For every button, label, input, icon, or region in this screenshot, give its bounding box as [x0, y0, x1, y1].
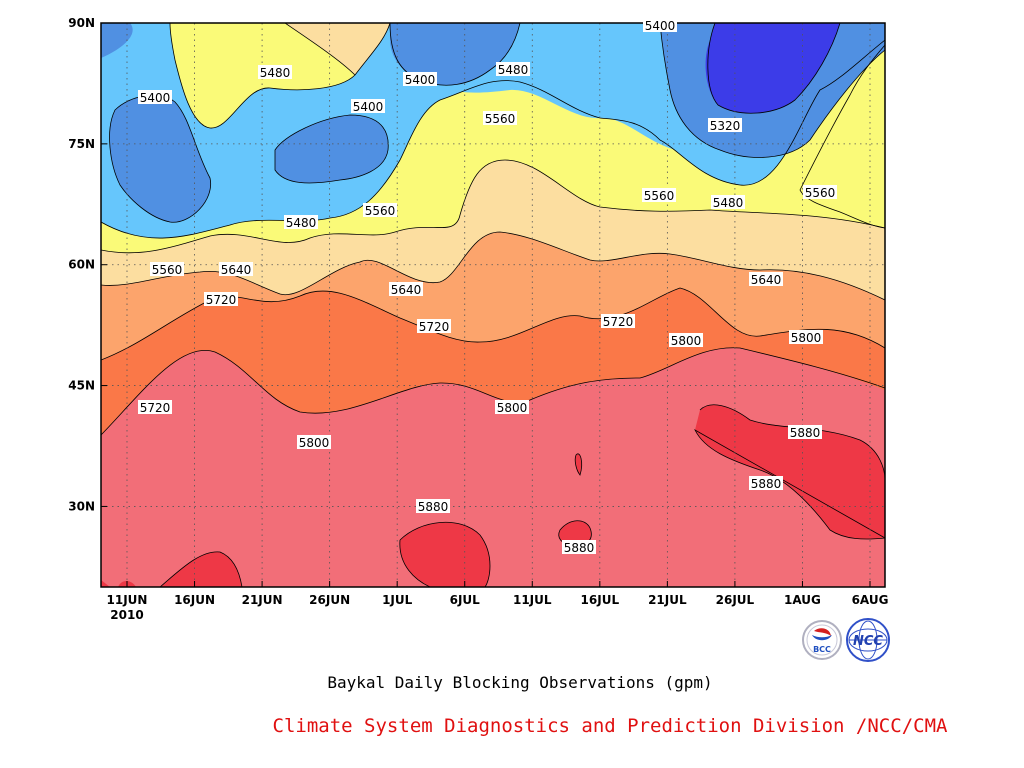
x-tick-label: 26JUN	[309, 593, 350, 607]
y-tick-label: 30N	[68, 499, 95, 513]
contour-label-text: 5800	[791, 331, 822, 345]
contour-label: 5800	[669, 333, 703, 348]
contour-label: 5720	[204, 292, 238, 307]
contour-label: 5560	[803, 185, 837, 200]
contour-label: 5640	[389, 282, 423, 297]
contour-label: 5800	[789, 330, 823, 345]
contour-label: 5880	[562, 540, 596, 555]
contour-label-text: 5880	[751, 477, 782, 491]
x-tick-label: 6AUG	[852, 593, 889, 607]
contour-label: 5640	[749, 272, 783, 287]
contour-label: 5560	[363, 203, 397, 218]
x-tick-label: 11JUL	[513, 593, 552, 607]
contour-label-text: 5880	[564, 541, 595, 555]
contour-label-text: 5400	[405, 73, 436, 87]
chart-title: Baykal Daily Blocking Observations (gpm)	[327, 673, 712, 692]
contour-label-text: 5640	[221, 263, 252, 277]
ncc-logo-text: NCC	[853, 634, 883, 649]
credit-line: Climate System Diagnostics and Predictio…	[273, 715, 948, 737]
contour-label: 5400	[403, 72, 437, 87]
contour-label: 5720	[601, 314, 635, 329]
contour-label: 5720	[138, 400, 172, 415]
contour-label: 5720	[417, 319, 451, 334]
contour-label-text: 5560	[644, 189, 675, 203]
ncc-logo: NCC	[846, 618, 890, 662]
y-tick-label: 90N	[68, 16, 95, 30]
y-tick-label: 75N	[68, 137, 95, 151]
x-tick-label: 21JUL	[648, 593, 687, 607]
contour-label: 5320	[708, 118, 742, 133]
contour-label: 5480	[496, 62, 530, 77]
contour-label-text: 5880	[790, 426, 821, 440]
x-tick-label: 16JUN	[174, 593, 215, 607]
contour-label: 5800	[495, 400, 529, 415]
contour-label-text: 5560	[805, 186, 836, 200]
contour-label: 5880	[416, 499, 450, 514]
x-year-label: 2010	[110, 608, 143, 622]
contour-label: 5400	[351, 99, 385, 114]
contour-label: 5560	[642, 188, 676, 203]
contour-label: 5400	[138, 90, 172, 105]
contour-lines	[101, 23, 885, 587]
contour-label-text: 5800	[497, 401, 528, 415]
x-tick-label: 1AUG	[784, 593, 821, 607]
x-tick-label: 21JUN	[242, 593, 283, 607]
plot-frame	[100, 22, 886, 588]
contour-label-text: 5800	[671, 334, 702, 348]
contour-label-text: 5480	[286, 216, 317, 230]
contour-label-text: 5720	[603, 315, 634, 329]
x-tick-label: 11JUN	[107, 593, 148, 607]
contour-label-text: 5640	[391, 283, 422, 297]
x-tick-label: 16JUL	[581, 593, 620, 607]
contour-label-text: 5480	[498, 63, 529, 77]
contour-label: 5560	[483, 111, 517, 126]
contour-label: 5480	[711, 195, 745, 210]
bcc-logo: BCC	[802, 620, 842, 660]
contour-label-text: 5320	[710, 119, 741, 133]
contour-label-text: 5800	[299, 436, 330, 450]
contour-label: 5880	[749, 476, 783, 491]
contour-label-text: 5640	[751, 273, 782, 287]
x-axis: 11JUN 16JUN 21JUN 26JUN 1JUL 6JUL 11JUL 16JUL 21…	[107, 581, 889, 607]
y-tick-label: 60N	[68, 258, 95, 272]
contour-label-text: 5720	[206, 293, 237, 307]
contour-label: 5880	[788, 425, 822, 440]
x-tick-label: 1JUL	[382, 593, 413, 607]
x-tick-label: 26JUL	[716, 593, 755, 607]
y-axis: 90N 75N 60N 45N 30N	[68, 16, 107, 513]
contour-label-text: 5400	[645, 19, 676, 33]
contour-label: 5480	[258, 65, 292, 80]
contour-label-text: 5400	[140, 91, 171, 105]
bcc-logo-text: BCC	[813, 645, 831, 654]
contour-label-text: 5720	[419, 320, 450, 334]
contour-label: 5480	[284, 215, 318, 230]
contour-label-text: 5480	[260, 66, 291, 80]
contour-label-text: 5480	[713, 196, 744, 210]
contour-label: 5400	[643, 18, 677, 33]
contour-label: 5800	[297, 435, 331, 450]
grid-lines	[101, 23, 885, 587]
contour-label: 5560	[150, 262, 184, 277]
contour-label-text: 5400	[353, 100, 384, 114]
contour-labels: 5400 5480 5400 5400 5480 5400 5560 5320 5480 5560…	[138, 18, 837, 555]
contour-label: 5640	[219, 262, 253, 277]
contour-label-text: 5560	[152, 263, 183, 277]
contour-label-text: 5560	[485, 112, 516, 126]
x-tick-label: 6JUL	[450, 593, 481, 607]
contour-label-text: 5560	[365, 204, 396, 218]
contour-label-text: 5880	[418, 500, 449, 514]
y-tick-label: 45N	[68, 379, 95, 393]
contour-label-text: 5720	[140, 401, 171, 415]
